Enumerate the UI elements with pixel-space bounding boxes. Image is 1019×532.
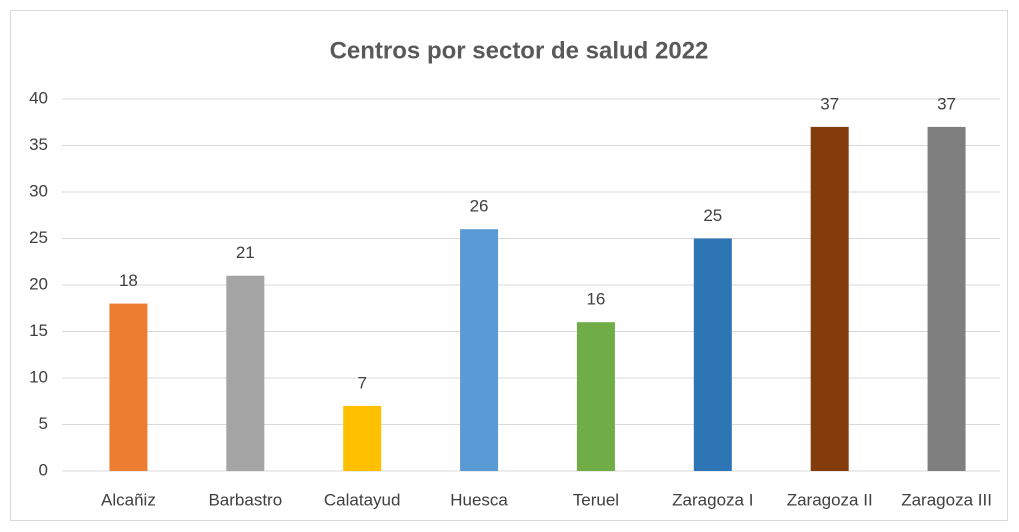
chart-title: Centros por sector de salud 2022 xyxy=(330,37,709,64)
data-label: 37 xyxy=(820,94,839,113)
data-label: 7 xyxy=(357,373,366,392)
x-tick-label: Teruel xyxy=(573,490,619,509)
bar xyxy=(576,322,615,471)
y-tick-label: 20 xyxy=(29,274,48,293)
y-tick-label: 0 xyxy=(39,460,48,479)
y-tick-label: 35 xyxy=(29,135,48,154)
y-tick-label: 30 xyxy=(29,181,48,200)
x-tick-label: Zaragoza II xyxy=(787,490,873,509)
bar xyxy=(226,275,265,471)
bar xyxy=(810,126,849,472)
x-tick-label: Barbastro xyxy=(208,490,282,509)
data-label: 18 xyxy=(119,271,138,290)
y-tick-label: 5 xyxy=(39,414,48,433)
bar xyxy=(343,405,382,471)
data-label: 37 xyxy=(937,94,956,113)
data-label: 25 xyxy=(703,206,722,225)
y-tick-label: 40 xyxy=(29,88,48,107)
data-label: 26 xyxy=(470,197,489,216)
x-tick-label: Calatayud xyxy=(324,490,401,509)
x-tick-label: Zaragoza III xyxy=(901,490,992,509)
y-tick-label: 15 xyxy=(29,321,48,340)
y-tick-label: 25 xyxy=(29,228,48,247)
data-label: 16 xyxy=(586,290,605,309)
chart-border xyxy=(10,10,1008,521)
bar xyxy=(460,229,499,471)
x-tick-label: Alcañiz xyxy=(101,490,156,509)
bar xyxy=(927,126,966,472)
x-tick-label: Zaragoza I xyxy=(672,490,753,509)
bar xyxy=(693,238,732,471)
y-tick-label: 10 xyxy=(29,367,48,386)
data-label: 21 xyxy=(236,243,255,262)
x-tick-label: Huesca xyxy=(450,490,508,509)
bar xyxy=(109,303,148,471)
